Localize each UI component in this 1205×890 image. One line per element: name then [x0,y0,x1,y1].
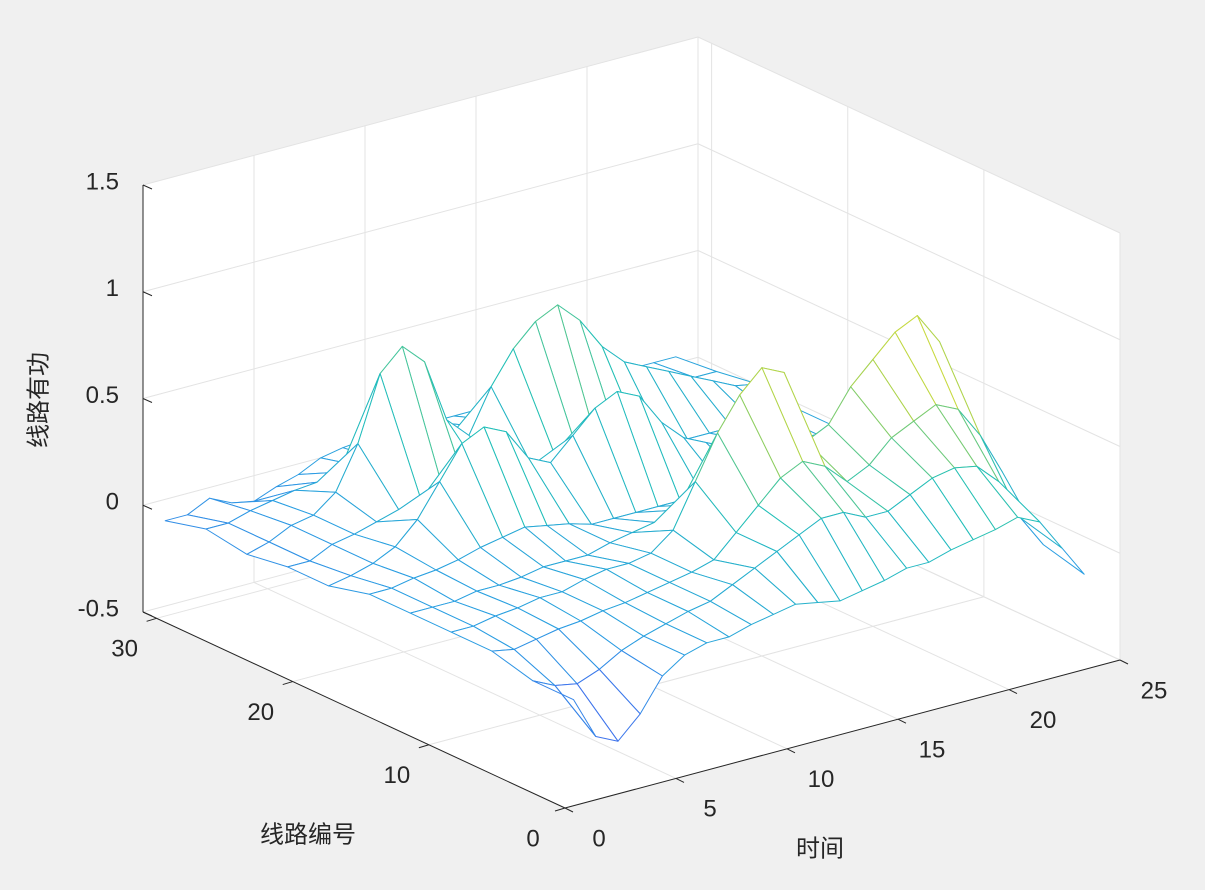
z-tick-label: 1 [106,275,119,302]
y-tick-label: 30 [111,636,138,663]
x-tick [1008,689,1018,695]
x-tick-label: 20 [1030,707,1057,734]
x-tick [564,807,574,813]
z-axis-label: 线路有功 [25,352,52,448]
x-tick [897,718,907,724]
z-tick [142,184,153,190]
z-tick [142,291,153,297]
grid-line [142,36,699,186]
y-tick-label: 20 [247,699,274,726]
grid-line [697,143,1121,341]
x-tick [786,748,796,754]
mesh [164,304,1085,742]
y-tick [418,744,430,749]
x-tick-label: 25 [1141,677,1168,704]
x-tick-label: 5 [703,796,716,823]
z-tick-label: -0.5 [78,595,119,622]
x-tick [675,777,685,783]
grid-line [142,250,699,399]
x-tick [1119,659,1129,665]
grid-line [142,143,699,293]
y-axis-line [142,611,566,809]
y-axis-label: 线路编号 [260,821,356,848]
z-tick-label: 1.5 [86,168,119,195]
z-tick [142,611,153,617]
x-axis-label: 时间 [796,835,844,862]
y-tick-label: 10 [384,762,411,789]
z-tick [142,398,153,403]
grid-line [697,36,1121,234]
x-tick-label: 15 [919,737,946,764]
axes: 0 5 10 15 20 25 0 10 20 30 -0.5 0 0.5 1 1.5 [78,168,1168,852]
z-tick [142,504,153,510]
y-tick [282,681,293,686]
z-tick-label: 0.5 [86,382,119,409]
x-tick-label: 10 [808,766,835,793]
x-axis-line [564,659,1121,809]
grid-line [253,581,677,779]
mesh-face [532,680,597,737]
z-tick-label: 0 [106,489,119,516]
y-tick [146,617,157,622]
grid-line [428,596,984,746]
y-tick [554,807,566,812]
x-tick-label: 0 [592,825,605,852]
y-tick-label: 0 [526,825,539,852]
